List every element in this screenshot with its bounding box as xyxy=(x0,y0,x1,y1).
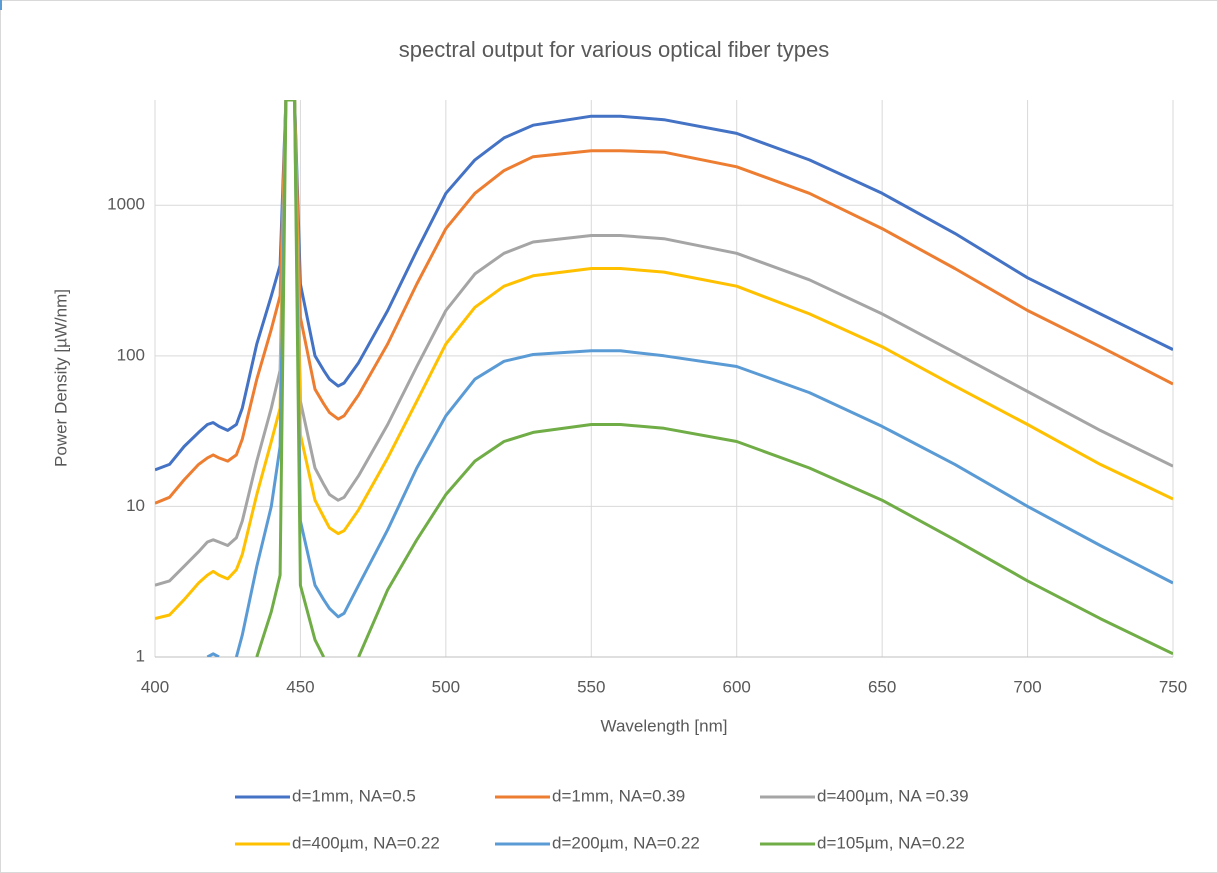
x-tick-label: 700 xyxy=(1013,677,1041,696)
series-line xyxy=(155,100,1173,472)
y-tick-label: 10 xyxy=(126,496,145,515)
series-line xyxy=(206,652,220,657)
series-line xyxy=(155,100,1173,587)
x-tick-label: 500 xyxy=(432,677,460,696)
series-line xyxy=(155,100,1173,505)
x-tick-label: 400 xyxy=(141,677,169,696)
x-tick-label: 650 xyxy=(868,677,896,696)
legend-text: d=200µm, NA=0.22 xyxy=(552,833,700,852)
y-tick-label: 100 xyxy=(117,345,145,364)
chart-title: spectral output for various optical fibe… xyxy=(399,37,829,62)
series-line xyxy=(155,100,1173,621)
legend-text: d=105µm, NA=0.22 xyxy=(817,833,965,852)
series-line xyxy=(255,100,326,657)
y-tick-label: 1 xyxy=(136,646,145,665)
plot-area xyxy=(155,100,1173,657)
legend-text: d=1mm, NA=0.39 xyxy=(552,786,685,805)
legend-text: d=1mm, NA=0.5 xyxy=(292,786,416,805)
legend-text: d=400µm, NA =0.39 xyxy=(817,786,969,805)
x-tick-label: 750 xyxy=(1159,677,1187,696)
x-tick-label: 550 xyxy=(577,677,605,696)
y-axis-label: Power Density [µW/nm] xyxy=(51,289,70,467)
x-tick-label: 600 xyxy=(723,677,751,696)
series-line xyxy=(357,423,1173,657)
legend-text: d=400µm, NA=0.22 xyxy=(292,833,440,852)
x-axis-label: Wavelength [nm] xyxy=(601,716,728,735)
x-tick-label: 450 xyxy=(286,677,314,696)
y-tick-label: 1000 xyxy=(107,195,145,214)
